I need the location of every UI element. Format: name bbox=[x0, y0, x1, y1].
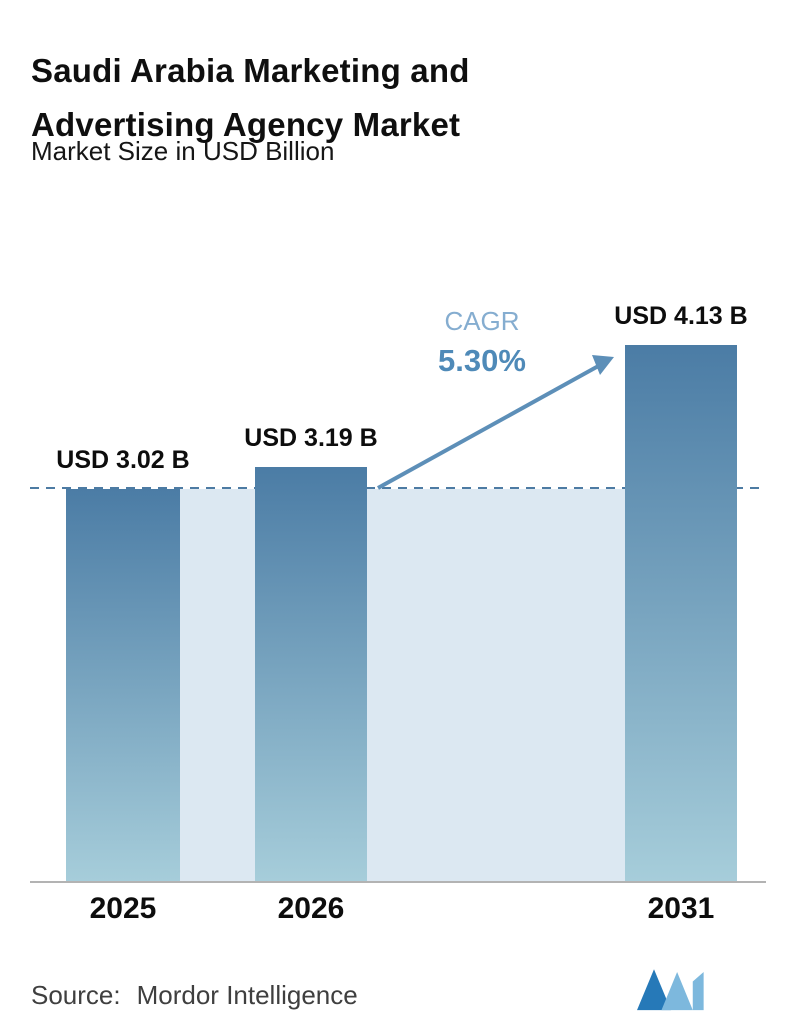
mordor-intelligence-logo bbox=[637, 969, 704, 1011]
baseline-dashed-line bbox=[30, 486, 766, 489]
bar-value-label-2031: USD 4.13 B bbox=[614, 301, 748, 330]
x-tick-2031: 2031 bbox=[647, 892, 715, 925]
source-line: Source: Mordor Intelligence bbox=[31, 980, 358, 1011]
bar-rect-2026 bbox=[255, 466, 367, 881]
chart-title-line1: Saudi Arabia Marketing and bbox=[31, 52, 470, 90]
cagr-annotation: CAGR 5.30% bbox=[438, 306, 526, 379]
plot-area: USD 3.02 B USD 3.19 B USD 4.13 B bbox=[30, 281, 766, 883]
bar-2031: USD 4.13 B bbox=[614, 281, 748, 881]
bar-value-label-2026: USD 3.19 B bbox=[244, 423, 378, 452]
source-label: Source: bbox=[31, 980, 121, 1010]
cagr-arrow bbox=[377, 355, 614, 490]
chart-title: Saudi Arabia Marketing and Advertising A… bbox=[31, 44, 470, 152]
bar-rect-2031 bbox=[625, 344, 737, 881]
x-axis-line bbox=[30, 881, 766, 883]
x-tick-2026: 2026 bbox=[277, 892, 345, 925]
chart-subtitle: Market Size in USD Billion bbox=[31, 136, 335, 166]
bar-value-label-2025: USD 3.02 B bbox=[56, 445, 190, 474]
bar-2025: USD 3.02 B bbox=[56, 281, 190, 881]
x-tick-2025: 2025 bbox=[89, 892, 157, 925]
chart-title-line2: Advertising Agency Market bbox=[31, 106, 461, 144]
bar-2026: USD 3.19 B bbox=[244, 281, 378, 881]
cagr-label: CAGR bbox=[444, 306, 520, 336]
source-value: Mordor Intelligence bbox=[136, 980, 358, 1010]
bar-rect-2025 bbox=[66, 488, 180, 881]
cagr-value: 5.30% bbox=[438, 343, 526, 378]
